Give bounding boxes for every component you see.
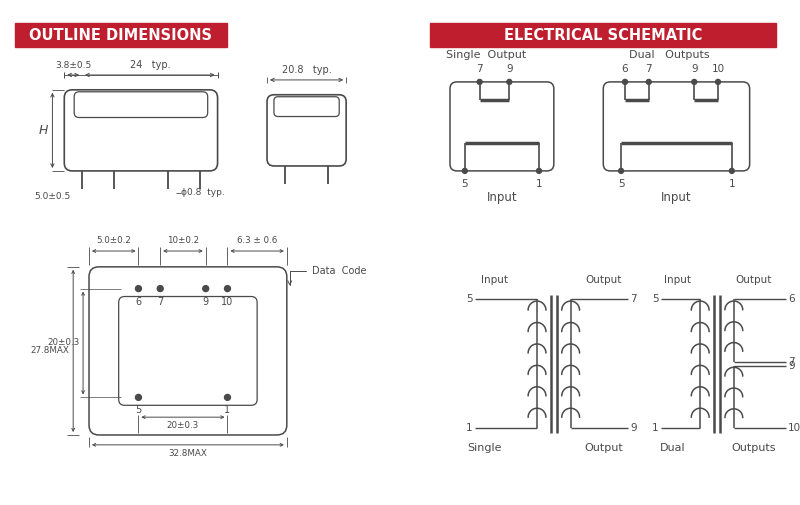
- Text: 1: 1: [652, 423, 658, 433]
- Text: 6: 6: [788, 294, 795, 305]
- Circle shape: [135, 286, 142, 291]
- Circle shape: [462, 169, 467, 173]
- Text: ϕ0.8  typ.: ϕ0.8 typ.: [181, 188, 225, 197]
- Text: 7: 7: [788, 357, 795, 367]
- Text: 10: 10: [222, 296, 234, 307]
- Circle shape: [477, 79, 482, 84]
- Bar: [430, 23, 776, 47]
- Text: 1: 1: [225, 406, 230, 415]
- Text: Single: Single: [467, 443, 502, 453]
- Text: 5: 5: [462, 179, 468, 189]
- Text: 24   typ.: 24 typ.: [130, 60, 170, 70]
- Text: Data  Code: Data Code: [288, 266, 366, 285]
- Text: 5: 5: [135, 406, 142, 415]
- Circle shape: [730, 169, 734, 173]
- Text: Dual: Dual: [660, 443, 686, 453]
- Text: Input: Input: [661, 191, 692, 204]
- Text: Output: Output: [584, 443, 622, 453]
- Circle shape: [646, 79, 651, 84]
- Circle shape: [618, 169, 623, 173]
- Text: 5: 5: [652, 294, 658, 305]
- Text: Input: Input: [486, 191, 518, 204]
- Text: 1: 1: [729, 179, 735, 189]
- Text: Output: Output: [735, 275, 772, 285]
- Circle shape: [202, 286, 209, 291]
- Text: OUTLINE DIMENSIONS: OUTLINE DIMENSIONS: [29, 28, 212, 43]
- Text: Input: Input: [481, 275, 508, 285]
- Text: H: H: [39, 124, 49, 137]
- Text: Outputs: Outputs: [731, 443, 776, 453]
- Text: ELECTRICAL SCHEMATIC: ELECTRICAL SCHEMATIC: [504, 28, 702, 43]
- Text: 20±0.3: 20±0.3: [48, 338, 80, 347]
- Circle shape: [225, 286, 230, 291]
- Text: 9: 9: [506, 64, 513, 74]
- Text: 1: 1: [466, 423, 473, 433]
- Text: 6.3 ± 0.6: 6.3 ± 0.6: [237, 236, 278, 245]
- Text: 6: 6: [622, 64, 628, 74]
- Text: 7: 7: [157, 296, 163, 307]
- Text: Single  Output: Single Output: [446, 50, 526, 60]
- Text: 5: 5: [466, 294, 473, 305]
- Text: 7: 7: [630, 294, 637, 305]
- Text: 3.8±0.5: 3.8±0.5: [55, 61, 91, 70]
- Text: 10: 10: [711, 64, 725, 74]
- Text: 32.8MAX: 32.8MAX: [169, 449, 207, 458]
- Circle shape: [507, 79, 512, 84]
- Text: 9: 9: [788, 361, 795, 371]
- Text: Dual   Outputs: Dual Outputs: [629, 50, 710, 60]
- Text: 7: 7: [476, 64, 483, 74]
- Bar: [15, 23, 227, 47]
- Circle shape: [537, 169, 542, 173]
- Text: Input: Input: [664, 275, 691, 285]
- Text: 20.8   typ.: 20.8 typ.: [282, 65, 331, 75]
- Text: 9: 9: [202, 296, 209, 307]
- Text: 5.0±0.2: 5.0±0.2: [96, 236, 131, 245]
- Text: 7: 7: [646, 64, 652, 74]
- Text: 20±0.3: 20±0.3: [167, 421, 199, 430]
- Text: 5.0±0.5: 5.0±0.5: [34, 192, 70, 201]
- Circle shape: [225, 394, 230, 400]
- Text: Output: Output: [585, 275, 622, 285]
- Text: 9: 9: [630, 423, 637, 433]
- Circle shape: [715, 79, 721, 84]
- Text: 27.8MAX: 27.8MAX: [30, 346, 70, 356]
- Circle shape: [622, 79, 627, 84]
- Text: 6: 6: [135, 296, 142, 307]
- Text: 10±0.2: 10±0.2: [167, 236, 199, 245]
- Circle shape: [135, 394, 142, 400]
- Circle shape: [158, 286, 163, 291]
- Circle shape: [692, 79, 697, 84]
- Text: 9: 9: [691, 64, 698, 74]
- Text: 1: 1: [536, 179, 542, 189]
- Text: 10: 10: [788, 423, 800, 433]
- Text: 5: 5: [618, 179, 624, 189]
